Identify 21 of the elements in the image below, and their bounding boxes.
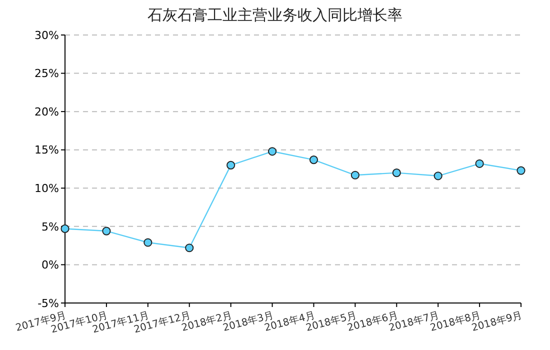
- y-tick-label: 25%: [34, 67, 59, 80]
- point: [60, 224, 70, 234]
- point: [144, 238, 152, 247]
- chart-title: 石灰石膏工业主营业务收入同比增长率: [148, 6, 402, 24]
- y-tick-label: 30%: [34, 28, 59, 42]
- point: [350, 170, 360, 180]
- y-tick-label: 0%: [42, 258, 59, 272]
- y-tick-label: 20%: [34, 105, 59, 118]
- point: [268, 147, 277, 156]
- point: [185, 244, 194, 252]
- point: [102, 226, 111, 236]
- y-tick-label: 10%: [34, 182, 59, 195]
- y-tick-label: 15%: [34, 144, 59, 157]
- y-tick-label: 5%: [42, 220, 59, 234]
- point: [226, 160, 236, 170]
- point: [516, 166, 526, 175]
- point: [309, 156, 318, 164]
- point: [392, 168, 401, 178]
- point: [475, 159, 484, 168]
- y-tick-label: -5%: [38, 296, 59, 310]
- point: [434, 172, 442, 180]
